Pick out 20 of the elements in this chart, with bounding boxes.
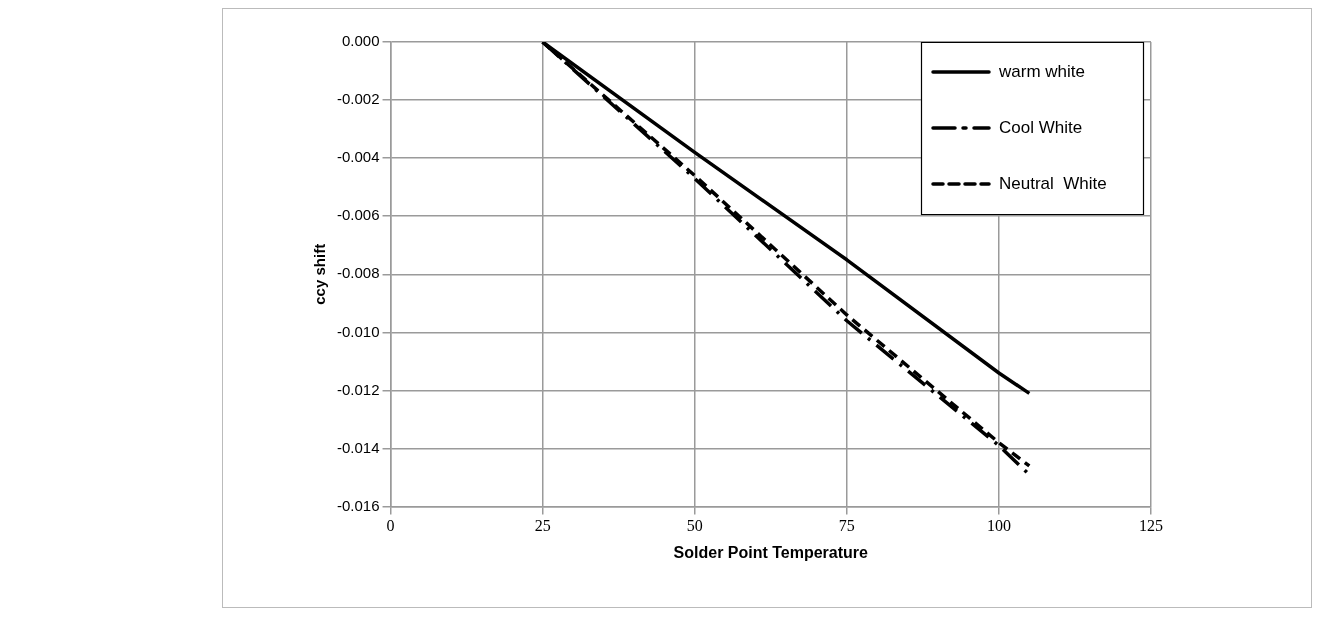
x-tick-label: 100 bbox=[986, 517, 1011, 535]
legend-label: Cool White bbox=[999, 117, 1083, 137]
y-tick-label: -0.016 bbox=[336, 496, 380, 514]
y-tick-label: -0.004 bbox=[336, 148, 380, 166]
y-tick-label: -0.008 bbox=[336, 264, 380, 282]
y-tick-label: 0.000 bbox=[341, 32, 380, 50]
y-tick-label: -0.012 bbox=[336, 380, 380, 398]
y-tick-label: -0.014 bbox=[336, 438, 380, 456]
y-tick-label: -0.006 bbox=[336, 206, 380, 224]
x-tick-label: 25 bbox=[534, 517, 551, 535]
y-tick-label: -0.010 bbox=[336, 322, 380, 340]
x-axis-title: Solder Point Temperature bbox=[673, 543, 869, 561]
y-tick-label: -0.002 bbox=[336, 90, 380, 108]
x-tick-label: 125 bbox=[1139, 517, 1163, 535]
x-tick-label: 50 bbox=[686, 517, 703, 535]
y-axis-title: ccy shift bbox=[311, 243, 329, 305]
legend-label: Neutral White bbox=[999, 173, 1107, 193]
x-tick-label: 0 bbox=[386, 517, 395, 535]
x-tick-label: 75 bbox=[838, 517, 855, 535]
legend-label: warm white bbox=[998, 61, 1085, 81]
